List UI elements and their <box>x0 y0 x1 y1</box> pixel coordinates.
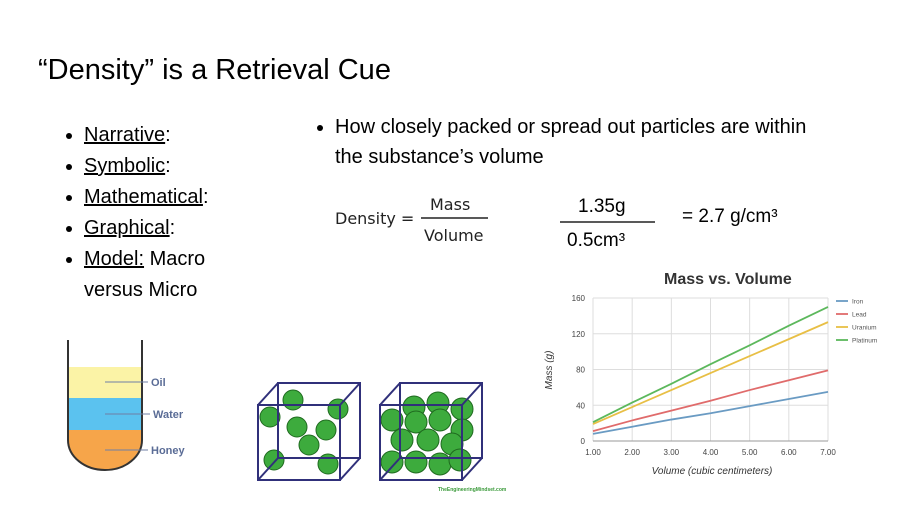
tube-label: Water <box>153 409 184 421</box>
bullet-text: Narrative <box>84 124 166 146</box>
bullet-text: Macro versus Micro <box>84 248 206 301</box>
legend-label: Lead <box>852 312 867 319</box>
formula-denominator: Volume <box>424 226 484 245</box>
data-line <box>592 321 829 425</box>
y-tick-label: 160 <box>572 294 586 303</box>
tube-label: Oil <box>151 377 166 389</box>
particle <box>416 428 440 452</box>
y-tick-label: 80 <box>576 366 585 375</box>
particle <box>286 416 308 438</box>
x-tick-label: 7.00 <box>820 448 836 457</box>
example-denominator: 0.5cm³ <box>567 230 626 251</box>
chart-title: Mass vs. Volume <box>664 271 792 288</box>
bullet-text: Symbolic <box>84 155 166 177</box>
particle <box>448 448 472 472</box>
formula-numerator: Mass <box>430 195 471 214</box>
left-bullets: Narrative:Symbolic:Mathematical:Graphica… <box>52 120 234 306</box>
right-bullets: How closely packed or spread out particl… <box>300 112 825 172</box>
bullet-text: Graphical <box>84 217 170 239</box>
bullet-text: : <box>165 155 171 177</box>
x-tick-label: 3.00 <box>664 448 680 457</box>
bullet: Mathematical: <box>84 182 234 213</box>
bullet: Narrative: <box>84 120 234 151</box>
legend-label: Iron <box>852 299 864 306</box>
particle <box>298 434 320 456</box>
x-tick-label: 6.00 <box>781 448 797 457</box>
particle <box>259 406 281 428</box>
bullet-text: : <box>165 124 171 146</box>
particle <box>315 419 337 441</box>
x-tick-label: 2.00 <box>624 448 640 457</box>
particle <box>282 389 304 411</box>
watermark: TheEngineeringMindset.com <box>438 487 507 493</box>
tube-label: Honey <box>151 445 186 457</box>
particle <box>428 452 452 476</box>
formula-lhs: Density = <box>335 209 415 228</box>
bullet: Model: Macro versus Micro <box>84 244 234 306</box>
data-line <box>592 369 829 433</box>
x-tick-label: 5.00 <box>742 448 758 457</box>
test-tube: Oil Water Honey <box>67 340 186 471</box>
data-line <box>592 306 829 424</box>
bullet-text: Model: <box>84 248 145 270</box>
particle <box>428 408 452 432</box>
bullet: Graphical: <box>84 213 234 244</box>
bullet-text: : <box>202 186 209 208</box>
particle <box>404 450 428 474</box>
particle <box>390 428 414 452</box>
x-axis-label: Volume (cubic centimeters) <box>652 466 773 477</box>
bullet-text: Mathematical <box>84 186 203 208</box>
example-numerator: 1.35g <box>578 196 626 217</box>
y-tick-label: 120 <box>572 330 586 339</box>
bullet-text: : <box>169 217 176 239</box>
legend-label: Uranium <box>852 325 877 332</box>
example-result: = 2.7 g/cm³ <box>682 206 778 227</box>
cube-frame <box>379 382 483 481</box>
bullet: How closely packed or spread out particl… <box>335 112 825 172</box>
y-axis-label: Mass (g) <box>544 351 555 390</box>
legend-label: Platinum <box>852 338 877 345</box>
data-line <box>592 390 829 435</box>
particle <box>404 410 428 434</box>
cube-frame <box>257 382 361 481</box>
x-tick-label: 4.00 <box>703 448 719 457</box>
x-tick-label: 1.00 <box>585 448 601 457</box>
bullet: Symbolic: <box>84 151 234 182</box>
particle <box>327 398 349 420</box>
y-tick-label: 0 <box>581 437 586 446</box>
slide-title: “Density” is a Retrieval Cue <box>38 54 391 86</box>
chart: Mass vs. Volume 0 40 80 120 160 1.00 2.00 3.00 4.… <box>544 271 877 477</box>
y-tick-label: 40 <box>576 401 585 410</box>
particle <box>263 449 285 471</box>
sparse-cube <box>259 389 349 475</box>
